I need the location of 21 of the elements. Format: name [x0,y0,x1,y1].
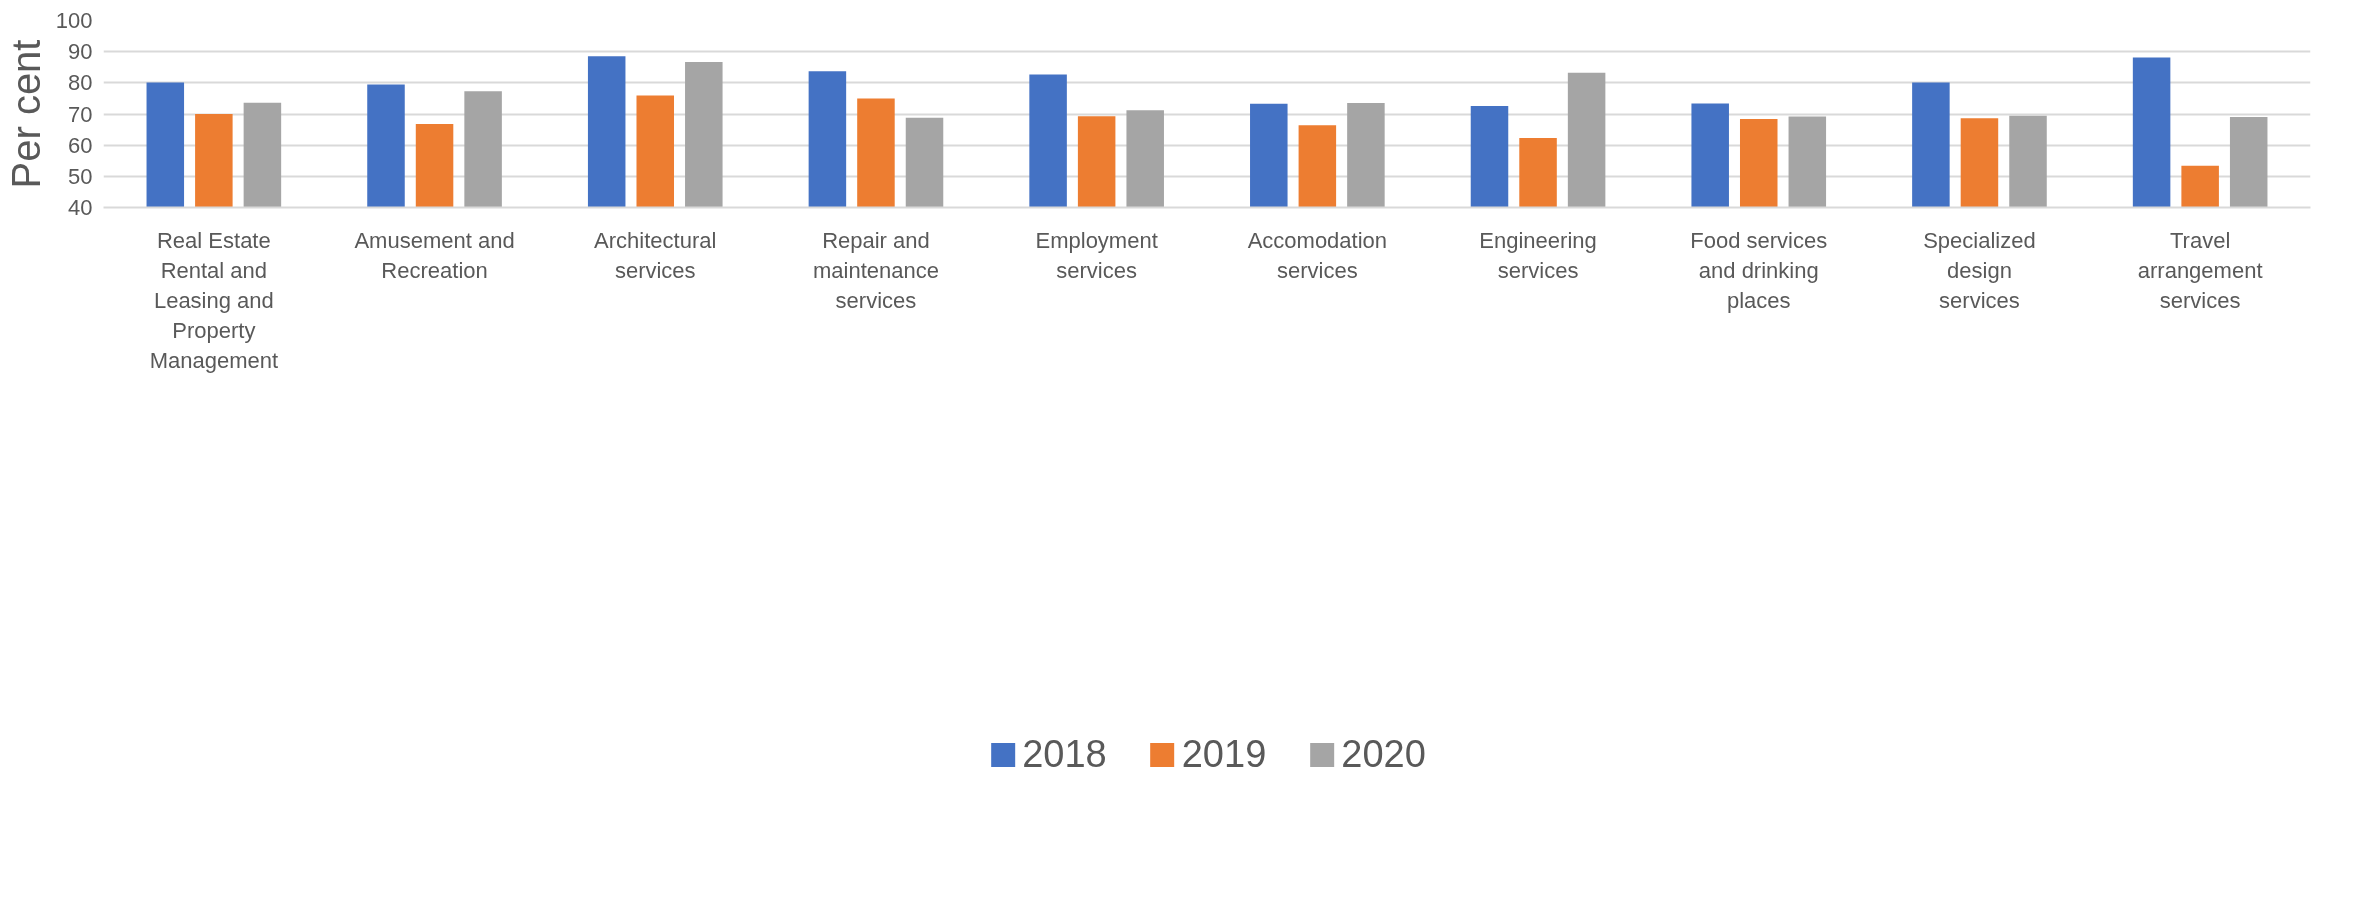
y-tick-label: 50 [68,163,93,189]
x-tick-label: Repair and maintenance services [812,227,939,313]
legend-label: 2019 [1181,732,1267,776]
x-tick-label: Architectural services [594,227,717,283]
x-tick-label: Food services and drinking places [1690,227,1828,313]
y-tick-label: 70 [68,101,93,127]
y-axis-title: Per cent [3,39,48,189]
x-tick-label: Real Estate Rental and Leasing and Property Management [149,227,279,373]
x-tick-label: Amusement and Recreation [354,227,515,283]
x-tick-label: Employment services [1035,227,1158,283]
y-tick-label: 40 [68,195,93,220]
x-tick-label: Travel arrangement services [2137,227,2263,313]
x-tick-label: Accomodation services [1247,227,1388,283]
x-tick-label: Specialized design services [1923,227,2036,313]
y-tick-label: 60 [68,132,93,158]
y-tick-label: 100 [55,8,93,33]
y-tick-label: 90 [68,39,93,65]
x-tick-label: Engineering services [1479,227,1597,283]
legend-label: 2018 [1022,732,1107,776]
y-tick-label: 80 [68,70,93,96]
legend-label: 2020 [1341,732,1426,776]
